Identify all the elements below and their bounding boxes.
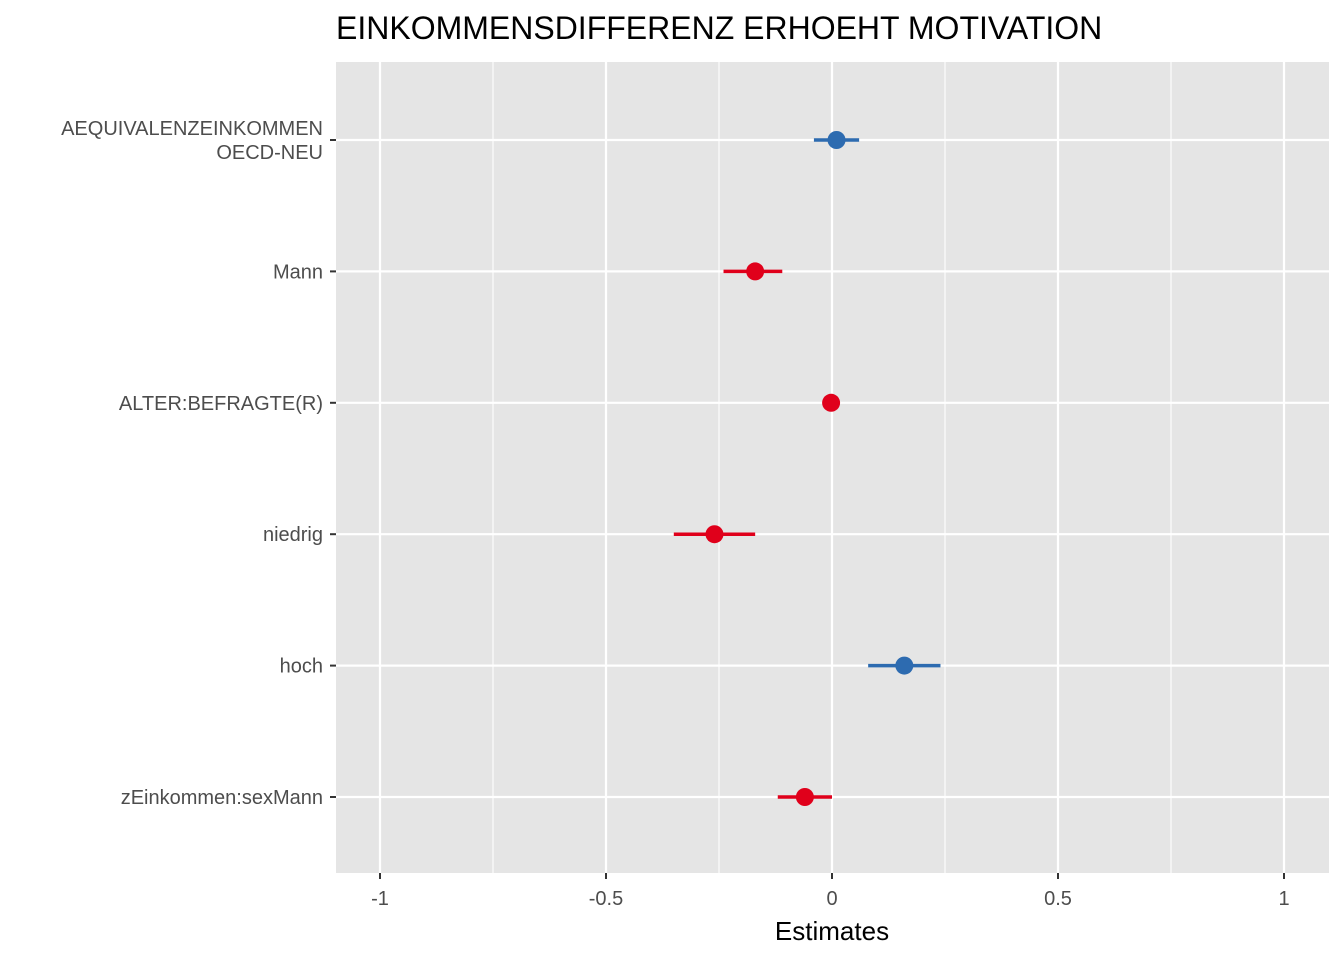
y-tick-label: zEinkommen:sexMann (121, 787, 323, 809)
estimate-point (895, 656, 914, 675)
x-tick-label: 0 (826, 888, 837, 910)
x-tick-label: -0.5 (589, 888, 623, 910)
y-tick-label: Mann (273, 261, 323, 283)
y-axis-ticks (330, 139, 336, 798)
chart-title: EINKOMMENSDIFFERENZ ERHOEHT MOTIVATION (336, 10, 1102, 46)
x-tick-label: 0.5 (1044, 888, 1072, 910)
y-tick-label: AEQUIVALENZEINKOMMEN (61, 118, 323, 140)
estimate-point (705, 525, 724, 544)
estimate-point (822, 393, 841, 412)
x-tick-label: -1 (371, 888, 389, 910)
y-tick-label: ALTER:BEFRAGTE(R) (119, 393, 323, 415)
y-tick-label: OECD-NEU (216, 142, 323, 164)
estimate-point (795, 788, 814, 806)
x-axis-title: Estimates (775, 916, 889, 946)
estimate-point (746, 262, 765, 281)
estimate-point (827, 131, 846, 149)
y-tick-label: niedrig (263, 524, 323, 546)
estimate-marks (673, 131, 941, 806)
x-axis-ticks: -1 -0.5 0 0.5 1 (371, 873, 1290, 910)
y-tick-label: hoch (280, 656, 323, 678)
x-tick-label: 1 (1278, 888, 1289, 910)
